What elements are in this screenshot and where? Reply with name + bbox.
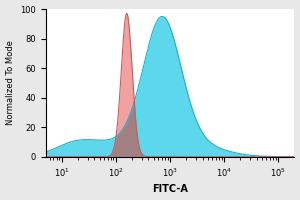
X-axis label: FITC-A: FITC-A [152,184,188,194]
Y-axis label: Normalized To Mode: Normalized To Mode [6,40,15,125]
